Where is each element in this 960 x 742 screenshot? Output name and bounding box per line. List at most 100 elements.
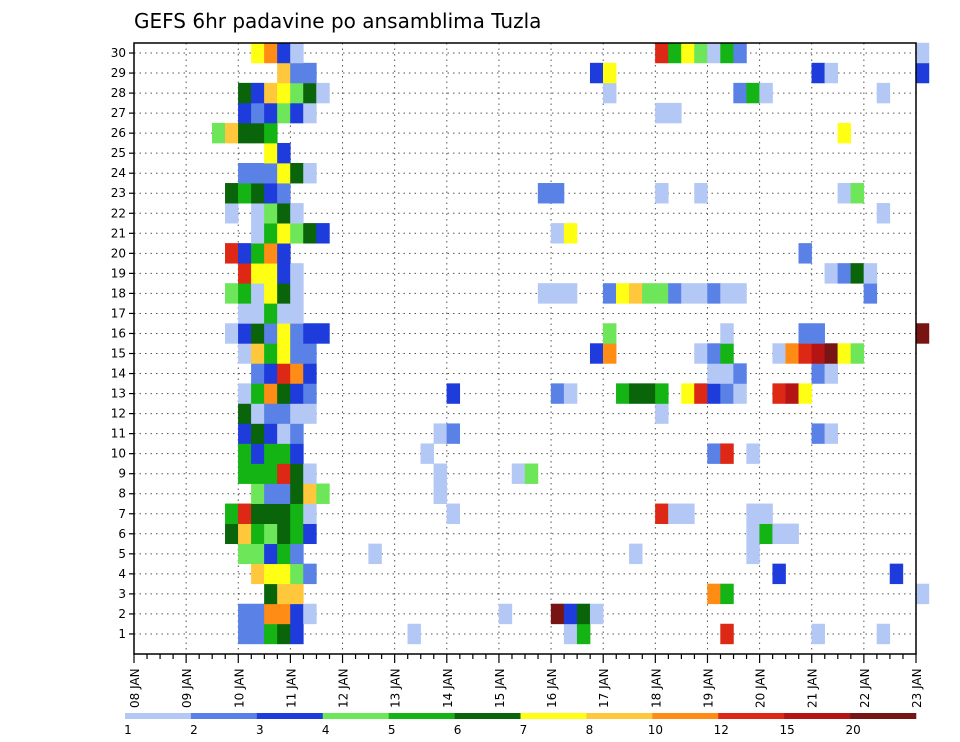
heatmap-cell	[863, 263, 878, 284]
x-tick-label: 18 JAN	[649, 668, 663, 708]
heatmap-cell	[251, 303, 265, 324]
legend-label: 12	[714, 723, 729, 737]
legend-swatch	[322, 713, 389, 719]
heatmap-cell	[264, 42, 278, 64]
heatmap-cell	[277, 162, 291, 184]
x-tick-label: 19 JAN	[701, 668, 715, 708]
legend-label: 3	[256, 723, 264, 737]
heatmap-cell	[772, 383, 786, 404]
heatmap-cell	[264, 363, 278, 384]
heatmap-cell	[264, 142, 278, 164]
heatmap-cell	[264, 82, 278, 104]
heatmap-cell	[603, 283, 617, 304]
heatmap-cell	[668, 42, 682, 64]
heatmap-cell	[264, 443, 278, 464]
heatmap-cell	[446, 423, 461, 444]
y-tick-label: 18	[111, 286, 126, 300]
heatmap-cell	[264, 483, 278, 504]
heatmap-cell	[811, 62, 825, 84]
heatmap-cell	[303, 563, 317, 585]
heatmap-cell	[238, 82, 252, 104]
y-tick-label: 6	[118, 527, 126, 541]
heatmap-cell	[694, 42, 708, 64]
heatmap-cell	[264, 223, 278, 244]
heatmap-cell	[290, 62, 304, 84]
heatmap-cell	[629, 383, 643, 404]
heatmap-cell	[824, 343, 838, 364]
heatmap-cell	[238, 263, 252, 284]
heatmap-cell	[277, 583, 291, 605]
heatmap-cell	[290, 303, 304, 324]
heatmap-cell	[303, 483, 317, 504]
heatmap-cell	[225, 203, 239, 224]
legend-label: 6	[454, 723, 462, 737]
heatmap-cell	[694, 343, 708, 364]
heatmap-cell	[277, 463, 291, 484]
heatmap-cell	[576, 623, 591, 645]
heatmap-cell	[837, 122, 852, 144]
y-tick-label: 13	[111, 387, 126, 401]
x-tick-label: 22 JAN	[858, 668, 872, 708]
heatmap-cell	[707, 42, 721, 64]
heatmap-cell	[264, 243, 278, 264]
heatmap-cell	[720, 323, 734, 344]
heatmap-cell	[264, 463, 278, 484]
heatmap-cell	[316, 82, 330, 104]
heatmap-cell	[772, 563, 786, 585]
heatmap-cell	[733, 363, 747, 384]
y-tick-label: 16	[111, 326, 126, 340]
heatmap-cell	[629, 283, 643, 304]
heatmap-cell	[264, 503, 278, 524]
heatmap-cell	[277, 503, 291, 524]
heatmap-cell	[433, 463, 447, 484]
heatmap-cell	[277, 323, 291, 344]
heatmap-cell	[290, 363, 304, 384]
heatmap-cell	[238, 403, 252, 424]
heatmap-cell	[681, 42, 695, 64]
heatmap-cell	[837, 263, 852, 284]
heatmap-cell	[290, 102, 304, 124]
chart-title: GEFS 6hr padavine po ansamblima Tuzla	[134, 9, 541, 33]
heatmap-cell	[264, 122, 278, 144]
heatmap-cell	[225, 283, 239, 304]
heatmap-cell	[850, 263, 865, 284]
heatmap-cell	[290, 383, 304, 404]
heatmap-cell	[290, 82, 304, 104]
heatmap-cell	[668, 503, 682, 524]
x-tick-label: 14 JAN	[441, 668, 455, 708]
x-tick-label: 13 JAN	[389, 668, 403, 708]
heatmap-cell	[446, 383, 461, 404]
heatmap-cell	[251, 42, 265, 64]
heatmap-cell	[264, 603, 278, 625]
heatmap-cell	[251, 82, 265, 104]
heatmap-cell	[277, 303, 291, 324]
heatmap-cell	[537, 283, 552, 304]
heatmap-cell	[238, 423, 252, 444]
heatmap-cell	[251, 223, 265, 244]
heatmap-cell	[238, 383, 252, 404]
heatmap-cell	[251, 243, 265, 264]
heatmap-cell	[655, 283, 669, 304]
heatmap-cell	[576, 603, 591, 625]
heatmap-cell	[589, 343, 604, 364]
heatmap-cell	[264, 203, 278, 224]
heatmap-cell	[720, 583, 734, 605]
heatmap-cell	[264, 102, 278, 124]
heatmap-cell	[798, 383, 812, 404]
heatmap-cell	[824, 423, 838, 444]
heatmap-cell	[277, 363, 291, 384]
heatmap-cell	[746, 503, 760, 524]
heatmap-cell	[433, 483, 447, 504]
heatmap-cell	[264, 303, 278, 324]
x-tick-label: 15 JAN	[493, 668, 507, 708]
heatmap-cell	[811, 343, 825, 364]
y-tick-label: 5	[118, 547, 126, 561]
heatmap-cell	[746, 543, 760, 565]
heatmap-cell	[772, 343, 786, 364]
heatmap-cell	[225, 243, 239, 264]
heatmap-cell	[511, 463, 526, 484]
heatmap-cell	[720, 363, 734, 384]
heatmap-cell	[642, 283, 656, 304]
heatmap-cell	[290, 223, 304, 244]
